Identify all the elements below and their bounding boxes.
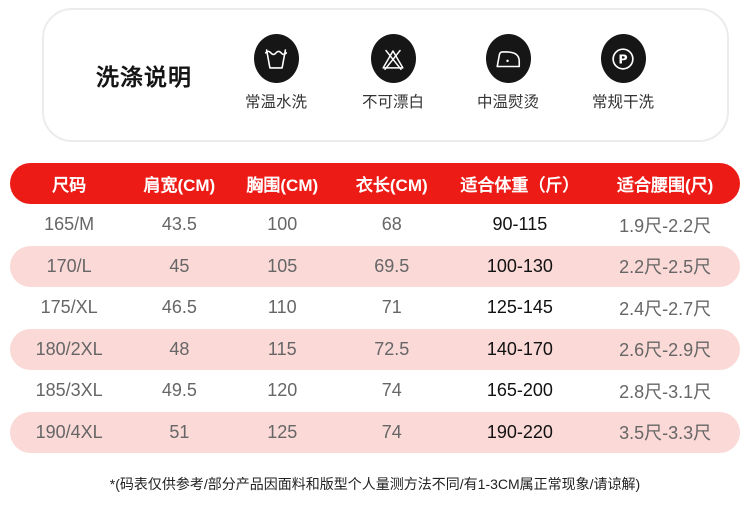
cell-length: 74: [381, 421, 402, 442]
cell-shoulder: 48: [169, 338, 190, 359]
wash-item-dry-clean: P 常规干洗: [568, 34, 678, 112]
cell-shoulder: 45: [169, 255, 190, 276]
column-header-size: 尺码: [52, 176, 87, 195]
cell-shoulder: 49.5: [161, 380, 197, 401]
cell-waist: 3.5尺-3.3尺: [619, 423, 712, 444]
wash-title: 洗涤说明: [96, 64, 192, 90]
cell-size: 165/M: [44, 214, 95, 235]
wash-item-no-bleach: 不可漂白: [338, 34, 448, 112]
size-table: 尺码 肩宽(CM) 胸围(CM) 衣长(CM) 适合体重（斤） 适合腰围(尺) …: [10, 163, 740, 453]
cell-chest: 120: [267, 380, 298, 401]
cell-size: 175/XL: [40, 297, 98, 318]
cell-length: 71: [381, 297, 402, 318]
cell-size: 185/3XL: [35, 380, 103, 401]
table-row: 180/2XL 48 115 72.5 140-170 2.6尺-2.9尺: [10, 328, 740, 370]
column-header-weight: 适合体重（斤）: [460, 176, 580, 195]
cell-size: 180/2XL: [35, 338, 103, 359]
column-header-length: 衣长(CM): [355, 176, 428, 195]
cell-length: 74: [381, 380, 402, 401]
table-row: 175/XL 46.5 110 71 125-145 2.4尺-2.7尺: [10, 287, 740, 329]
cell-weight: 125-145: [486, 297, 553, 318]
cell-size: 190/4XL: [35, 421, 103, 442]
cell-weight: 165-200: [486, 380, 553, 401]
cell-length: 68: [381, 214, 402, 235]
cell-length: 72.5: [374, 338, 410, 359]
table-header-row: 尺码 肩宽(CM) 胸围(CM) 衣长(CM) 适合体重（斤） 适合腰围(尺): [10, 163, 740, 204]
cell-chest: 110: [267, 297, 297, 318]
wash-item-medium-iron: 中温熨烫: [453, 34, 563, 112]
column-header-chest: 胸围(CM): [246, 176, 319, 195]
wash-instructions-card: 洗涤说明 常温水洗 不可漂白: [42, 8, 729, 142]
cell-size: 170/L: [46, 255, 92, 276]
cell-waist: 2.6尺-2.9尺: [619, 340, 712, 361]
cell-weight: 100-130: [486, 255, 553, 276]
cell-waist: 2.4尺-2.7尺: [619, 298, 712, 319]
medium-iron-icon: [485, 34, 531, 83]
cell-waist: 1.9尺-2.2尺: [619, 215, 712, 236]
wash-item-water-wash: 常温水洗: [221, 34, 331, 112]
cell-length: 69.5: [374, 255, 410, 276]
wash-item-label: 不可漂白: [361, 94, 424, 111]
water-wash-icon: [253, 34, 299, 83]
cell-shoulder: 46.5: [161, 297, 197, 318]
cell-chest: 105: [267, 255, 298, 276]
column-header-shoulder: 肩宽(CM): [143, 176, 216, 195]
cell-waist: 2.8尺-3.1尺: [619, 381, 712, 402]
cell-weight: 190-220: [486, 421, 553, 442]
svg-text:P: P: [618, 51, 627, 66]
table-row: 165/M 43.5 100 68 90-115 1.9尺-2.2尺: [10, 204, 740, 246]
cell-shoulder: 51: [169, 421, 190, 442]
cell-chest: 115: [267, 338, 297, 359]
dry-clean-icon: P: [600, 34, 646, 83]
cell-weight: 140-170: [486, 338, 553, 359]
table-row: 185/3XL 49.5 120 74 165-200 2.8尺-3.1尺: [10, 370, 740, 412]
table-row: 170/L 45 105 69.5 100-130 2.2尺-2.5尺: [10, 245, 740, 287]
no-bleach-icon: [370, 34, 416, 83]
wash-item-label: 常规干洗: [591, 94, 654, 111]
wash-item-label: 常温水洗: [244, 94, 307, 111]
cell-waist: 2.2尺-2.5尺: [619, 257, 712, 278]
cell-chest: 125: [267, 421, 298, 442]
footnote: *(码表仅供参考/部分产品因面料和版型个人量测方法不同/有1-3CM属正常现象/…: [109, 476, 641, 492]
cell-weight: 90-115: [492, 214, 548, 235]
cell-shoulder: 43.5: [161, 214, 197, 235]
wash-item-label: 中温熨烫: [476, 94, 539, 111]
column-header-waist: 适合腰围(尺): [616, 176, 714, 195]
table-row: 190/4XL 51 125 74 190-220 3.5尺-3.3尺: [10, 411, 740, 453]
cell-chest: 100: [267, 214, 298, 235]
